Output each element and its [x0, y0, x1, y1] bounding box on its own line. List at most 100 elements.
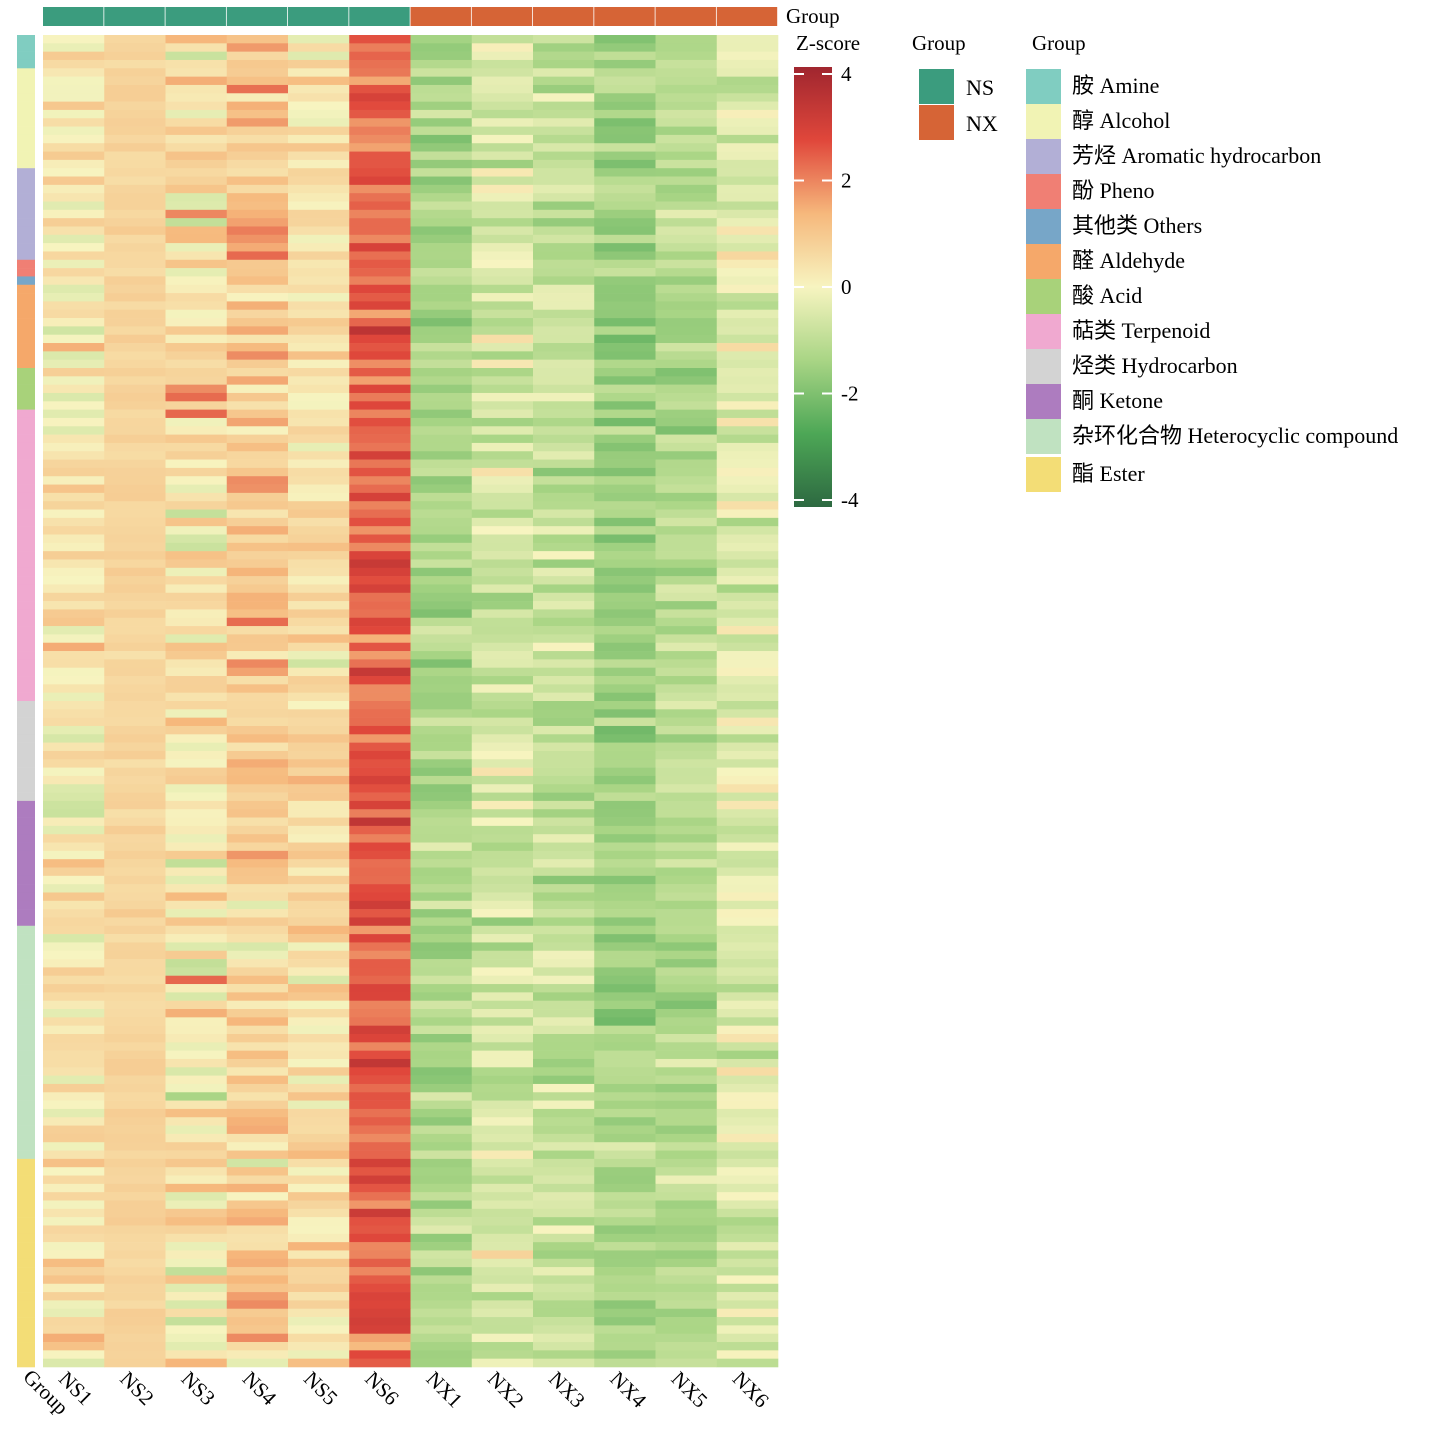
heatmap-cell: [43, 725, 105, 735]
heatmap-cell: [226, 492, 289, 502]
heatmap-cell: [716, 601, 779, 610]
heatmap-cell: [226, 517, 289, 527]
heatmap-cell: [226, 667, 289, 677]
heatmap-cell: [288, 634, 350, 644]
row-category-cell: [17, 1358, 35, 1368]
heatmap-cell: [226, 68, 289, 77]
heatmap-cell: [165, 942, 228, 952]
heatmap-cell: [471, 434, 534, 444]
heatmap-cell: [716, 767, 779, 777]
heatmap-cell: [533, 684, 595, 693]
heatmap-cell: [288, 1133, 350, 1143]
heatmap-cell: [716, 775, 779, 785]
heatmap-cell: [410, 1350, 473, 1359]
heatmap-cell: [288, 867, 350, 877]
heatmap-cell: [716, 251, 779, 261]
heatmap-cell: [716, 676, 779, 685]
heatmap-cell: [165, 959, 228, 968]
heatmap-cell: [43, 784, 105, 793]
heatmap-cell: [471, 509, 534, 519]
heatmap-cell: [471, 401, 534, 410]
heatmap-cell: [410, 717, 473, 727]
heatmap-cell: [410, 68, 473, 77]
heatmap-cell: [594, 309, 656, 319]
row-category-cell: [17, 159, 35, 169]
heatmap-cell: [594, 484, 656, 494]
heatmap-cell: [165, 551, 228, 560]
heatmap-cell: [655, 343, 718, 352]
heatmap-cell: [471, 109, 534, 119]
heatmap-cell: [410, 1208, 473, 1218]
heatmap-cell: [288, 392, 350, 402]
heatmap-cell: [288, 442, 350, 452]
heatmap-cell: [288, 967, 350, 977]
heatmap-cell: [104, 1050, 166, 1060]
heatmap-cell: [288, 184, 350, 194]
heatmap-cell: [288, 1075, 350, 1085]
heatmap-cell: [349, 326, 411, 336]
heatmap-cell: [410, 567, 473, 577]
heatmap-cell: [471, 867, 534, 877]
heatmap-cell: [165, 842, 228, 852]
heatmap-cell: [104, 709, 166, 718]
heatmap-cell: [471, 875, 534, 885]
heatmap-cell: [104, 942, 166, 952]
heatmap-cell: [410, 1034, 473, 1043]
heatmap-cell: [655, 850, 718, 860]
heatmap-cell: [410, 276, 473, 286]
heatmap-cell: [104, 900, 166, 910]
heatmap-cell: [533, 867, 595, 877]
heatmap-cell: [716, 417, 779, 427]
heatmap-cell: [533, 1200, 595, 1210]
heatmap-cell: [43, 1192, 105, 1201]
heatmap-cell: [471, 442, 534, 452]
heatmap-cell: [165, 143, 228, 152]
heatmap-cell: [104, 1242, 166, 1251]
heatmap-cell: [226, 684, 289, 693]
heatmap-cell: [716, 692, 779, 702]
heatmap-cell: [716, 651, 779, 660]
row-category-cell: [17, 417, 35, 427]
row-category-cell: [17, 392, 35, 402]
row-category-cell: [17, 551, 35, 560]
heatmap-cell: [165, 209, 228, 219]
heatmap-cell: [104, 526, 166, 535]
heatmap-cell: [226, 1075, 289, 1085]
heatmap-cell: [655, 967, 718, 977]
heatmap-cell: [165, 492, 228, 502]
heatmap-cell: [349, 126, 411, 136]
heatmap-cell: [288, 218, 350, 227]
heatmap-cell: [655, 101, 718, 111]
heatmap-cell: [471, 784, 534, 793]
heatmap-cell: [349, 1092, 411, 1101]
heatmap-cell: [226, 834, 289, 843]
heatmap-cell: [226, 109, 289, 119]
heatmap-cell: [594, 984, 656, 993]
heatmap-cell: [594, 759, 656, 768]
heatmap-cell: [104, 617, 166, 627]
heatmap-cell: [349, 900, 411, 910]
heatmap-cell: [165, 442, 228, 452]
heatmap-cell: [533, 659, 595, 669]
heatmap-cell: [165, 309, 228, 319]
heatmap-cell: [165, 684, 228, 693]
heatmap-cell: [288, 1009, 350, 1018]
heatmap-cell: [43, 201, 105, 211]
heatmap-cell: [471, 1025, 534, 1035]
heatmap-cell: [165, 676, 228, 685]
heatmap-cell: [655, 1058, 718, 1068]
heatmap-cell: [43, 1217, 105, 1226]
heatmap-cell: [533, 742, 595, 752]
heatmap-cell: [594, 609, 656, 619]
heatmap-cell: [226, 118, 289, 127]
heatmap-cell: [43, 368, 105, 377]
heatmap-cell: [349, 1167, 411, 1176]
heatmap-cell: [165, 392, 228, 402]
heatmap-cell: [288, 942, 350, 952]
heatmap-cell: [104, 159, 166, 169]
heatmap-cell: [471, 909, 534, 918]
heatmap-cell: [533, 775, 595, 785]
heatmap-cell: [165, 43, 228, 52]
